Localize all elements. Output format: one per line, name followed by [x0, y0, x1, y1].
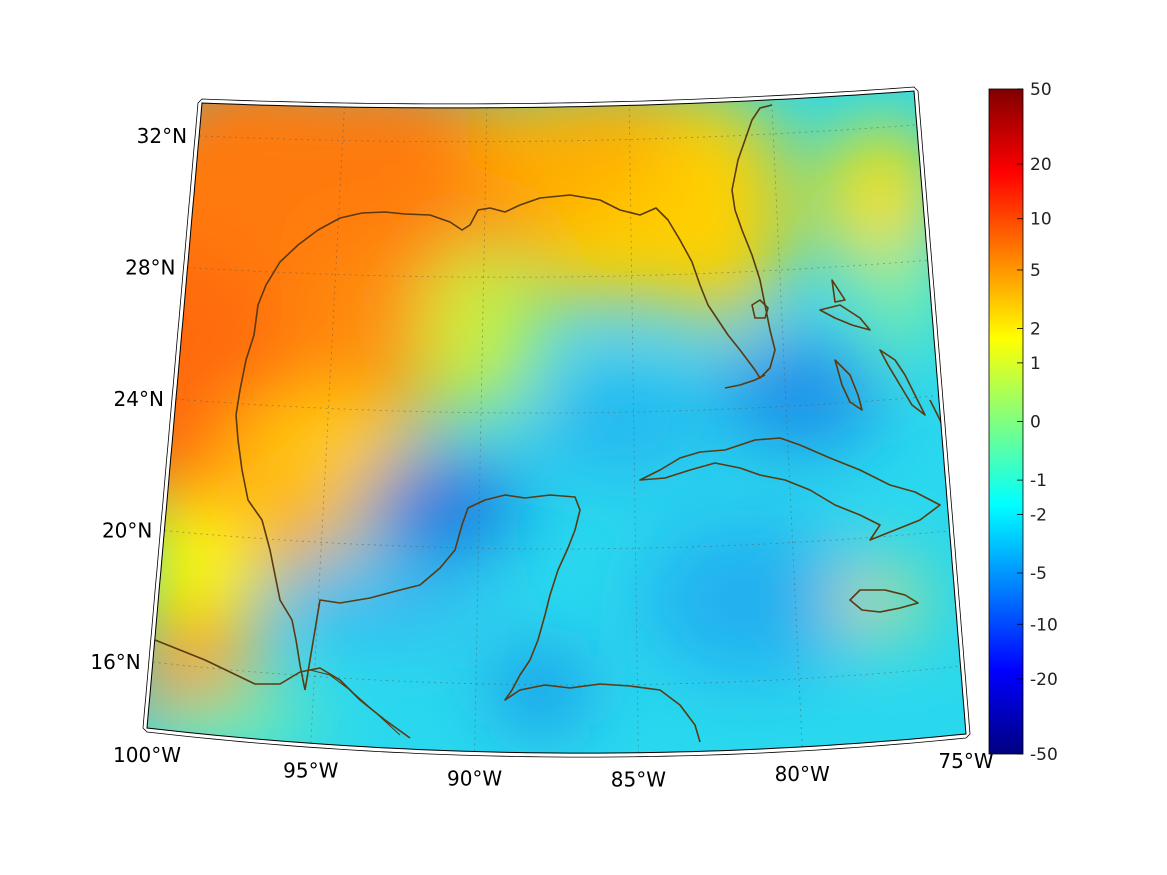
longitude-label: 90°W: [447, 767, 502, 791]
latitude-label: 16°N: [90, 650, 140, 674]
colorbar-tick-label: -50: [1030, 745, 1058, 765]
meridian-line: [310, 106, 345, 744]
coastline-gulf: [235, 104, 776, 691]
coastline-yucatan: [304, 494, 701, 743]
coastline-okeechobee: [751, 299, 769, 319]
parallel-line: [175, 395, 939, 414]
country-borders: [309, 669, 401, 736]
map-frame-outer: [142, 86, 971, 758]
coastline-pacific: [154, 639, 411, 739]
colorbar-tick-label: 0: [1030, 413, 1041, 433]
longitude-label: 80°W: [775, 762, 830, 786]
coastline-keys: [724, 374, 766, 389]
colorbar-tick-label: 1: [1030, 354, 1041, 374]
colorbar-tick-label: 10: [1030, 210, 1052, 230]
meridian-line: [771, 99, 803, 747]
longitude-label: 85°W: [611, 768, 666, 792]
latitude-label: 32°N: [137, 124, 187, 148]
colorbar-tick-label: -2: [1030, 505, 1047, 525]
latitude-label: 28°N: [125, 255, 175, 279]
longitude-label: 75°W: [938, 749, 993, 773]
colorbar-tick-label: -10: [1030, 615, 1058, 635]
latitude-label: 20°N: [102, 519, 152, 543]
colorbar-tick-label: -5: [1030, 564, 1047, 584]
parallel-line: [164, 530, 950, 550]
data-field: [147, 91, 966, 754]
latitude-labels: 32°N 28°N 24°N 20°N 16°N: [90, 124, 187, 674]
coastline-jamaica: [849, 589, 919, 613]
coastline-bahamas: [819, 279, 926, 416]
colorbar-tick-label: -20: [1030, 670, 1058, 690]
colorbar-tick-label: 2: [1030, 320, 1041, 340]
latitude-label: 24°N: [114, 387, 164, 411]
longitude-label: 100°W: [113, 743, 181, 767]
colorbar-tick-label: -1: [1030, 471, 1047, 491]
coastline-cuba: [639, 437, 941, 541]
colorbar-tick-label: 50: [1030, 80, 1052, 100]
colorbar-tick-label: 5: [1030, 261, 1041, 281]
coastline: [154, 104, 949, 743]
longitude-labels: 100°W 95°W 90°W 85°W 80°W 75°W: [113, 743, 994, 792]
map-frame: [146, 90, 967, 754]
colorbar-tick-label: 20: [1030, 155, 1052, 175]
longitude-label: 95°W: [283, 758, 338, 782]
